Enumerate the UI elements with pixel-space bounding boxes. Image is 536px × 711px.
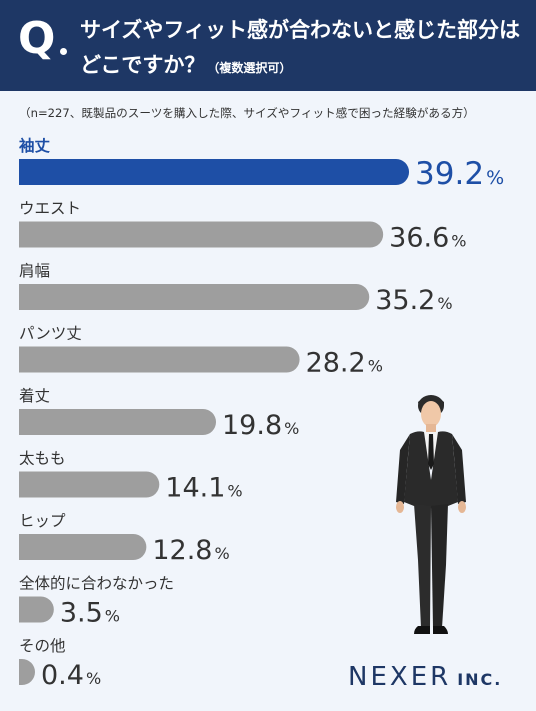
value-label: 0.4%	[41, 660, 101, 691]
value-unit: %	[284, 419, 299, 438]
value-unit: %	[451, 232, 466, 251]
value-unit: %	[437, 294, 452, 313]
value-label: 35.2%	[375, 285, 452, 316]
brand-name: NEXER	[348, 662, 452, 692]
value-unit: %	[486, 167, 504, 189]
question-line1: サイズやフィット感が合わないと感じた部分は	[80, 18, 520, 42]
category-label: ウエスト	[19, 200, 81, 218]
value-label: 3.5%	[60, 598, 120, 629]
value-number: 12.8	[152, 535, 212, 566]
value-label: 36.6%	[389, 223, 466, 254]
brand-suffix: INC.	[457, 670, 503, 689]
value-label: 12.8%	[152, 535, 229, 566]
bar	[19, 159, 410, 185]
value-number: 19.8	[222, 410, 282, 441]
question-line2-text: どこですか？	[80, 53, 206, 77]
value-number: 14.1	[165, 473, 225, 504]
bar	[19, 284, 370, 310]
category-label: 袖丈	[19, 136, 51, 155]
value-label: 39.2%	[415, 156, 504, 192]
value-number: 35.2	[375, 285, 435, 316]
category-label: その他	[19, 637, 66, 655]
q-label: Q	[18, 13, 56, 64]
value-number: 28.2	[306, 348, 366, 379]
q-dot	[60, 48, 67, 55]
bar	[19, 221, 384, 248]
bar	[19, 409, 217, 435]
value-label: 19.8%	[222, 410, 299, 441]
value-number: 3.5	[60, 598, 103, 629]
value-number: 39.2	[415, 156, 484, 192]
question-line2: どこですか？ （複数選択可）	[80, 49, 291, 79]
value-unit: %	[368, 357, 383, 376]
category-label: ヒップ	[19, 512, 66, 530]
businessman-illustration	[396, 395, 466, 634]
bar	[19, 346, 300, 373]
value-unit: %	[227, 482, 242, 501]
question-note: （複数選択可）	[207, 61, 292, 75]
category-label: 全体的に合わなかった	[19, 575, 174, 593]
brand-logo: NEXER INC.	[348, 662, 502, 692]
category-label: パンツ丈	[19, 325, 82, 343]
value-unit: %	[214, 544, 229, 563]
bar	[19, 596, 54, 623]
value-number: 36.6	[389, 223, 449, 254]
bar	[19, 471, 160, 498]
value-number: 0.4	[41, 660, 84, 691]
value-unit: %	[86, 669, 101, 688]
sample-note: （n=227、既製品のスーツを購入した際、サイズやフィット感で困った経験がある方…	[19, 106, 475, 120]
bar	[19, 659, 35, 685]
bar	[19, 534, 147, 560]
header-banner: Q サイズやフィット感が合わないと感じた部分は どこですか？ （複数選択可）	[0, 0, 536, 91]
category-label: 着丈	[19, 387, 50, 405]
value-unit: %	[105, 607, 120, 626]
category-label: 肩幅	[19, 262, 50, 280]
value-label: 28.2%	[306, 348, 383, 379]
category-label: 太もも	[19, 450, 66, 468]
value-label: 14.1%	[165, 473, 242, 504]
